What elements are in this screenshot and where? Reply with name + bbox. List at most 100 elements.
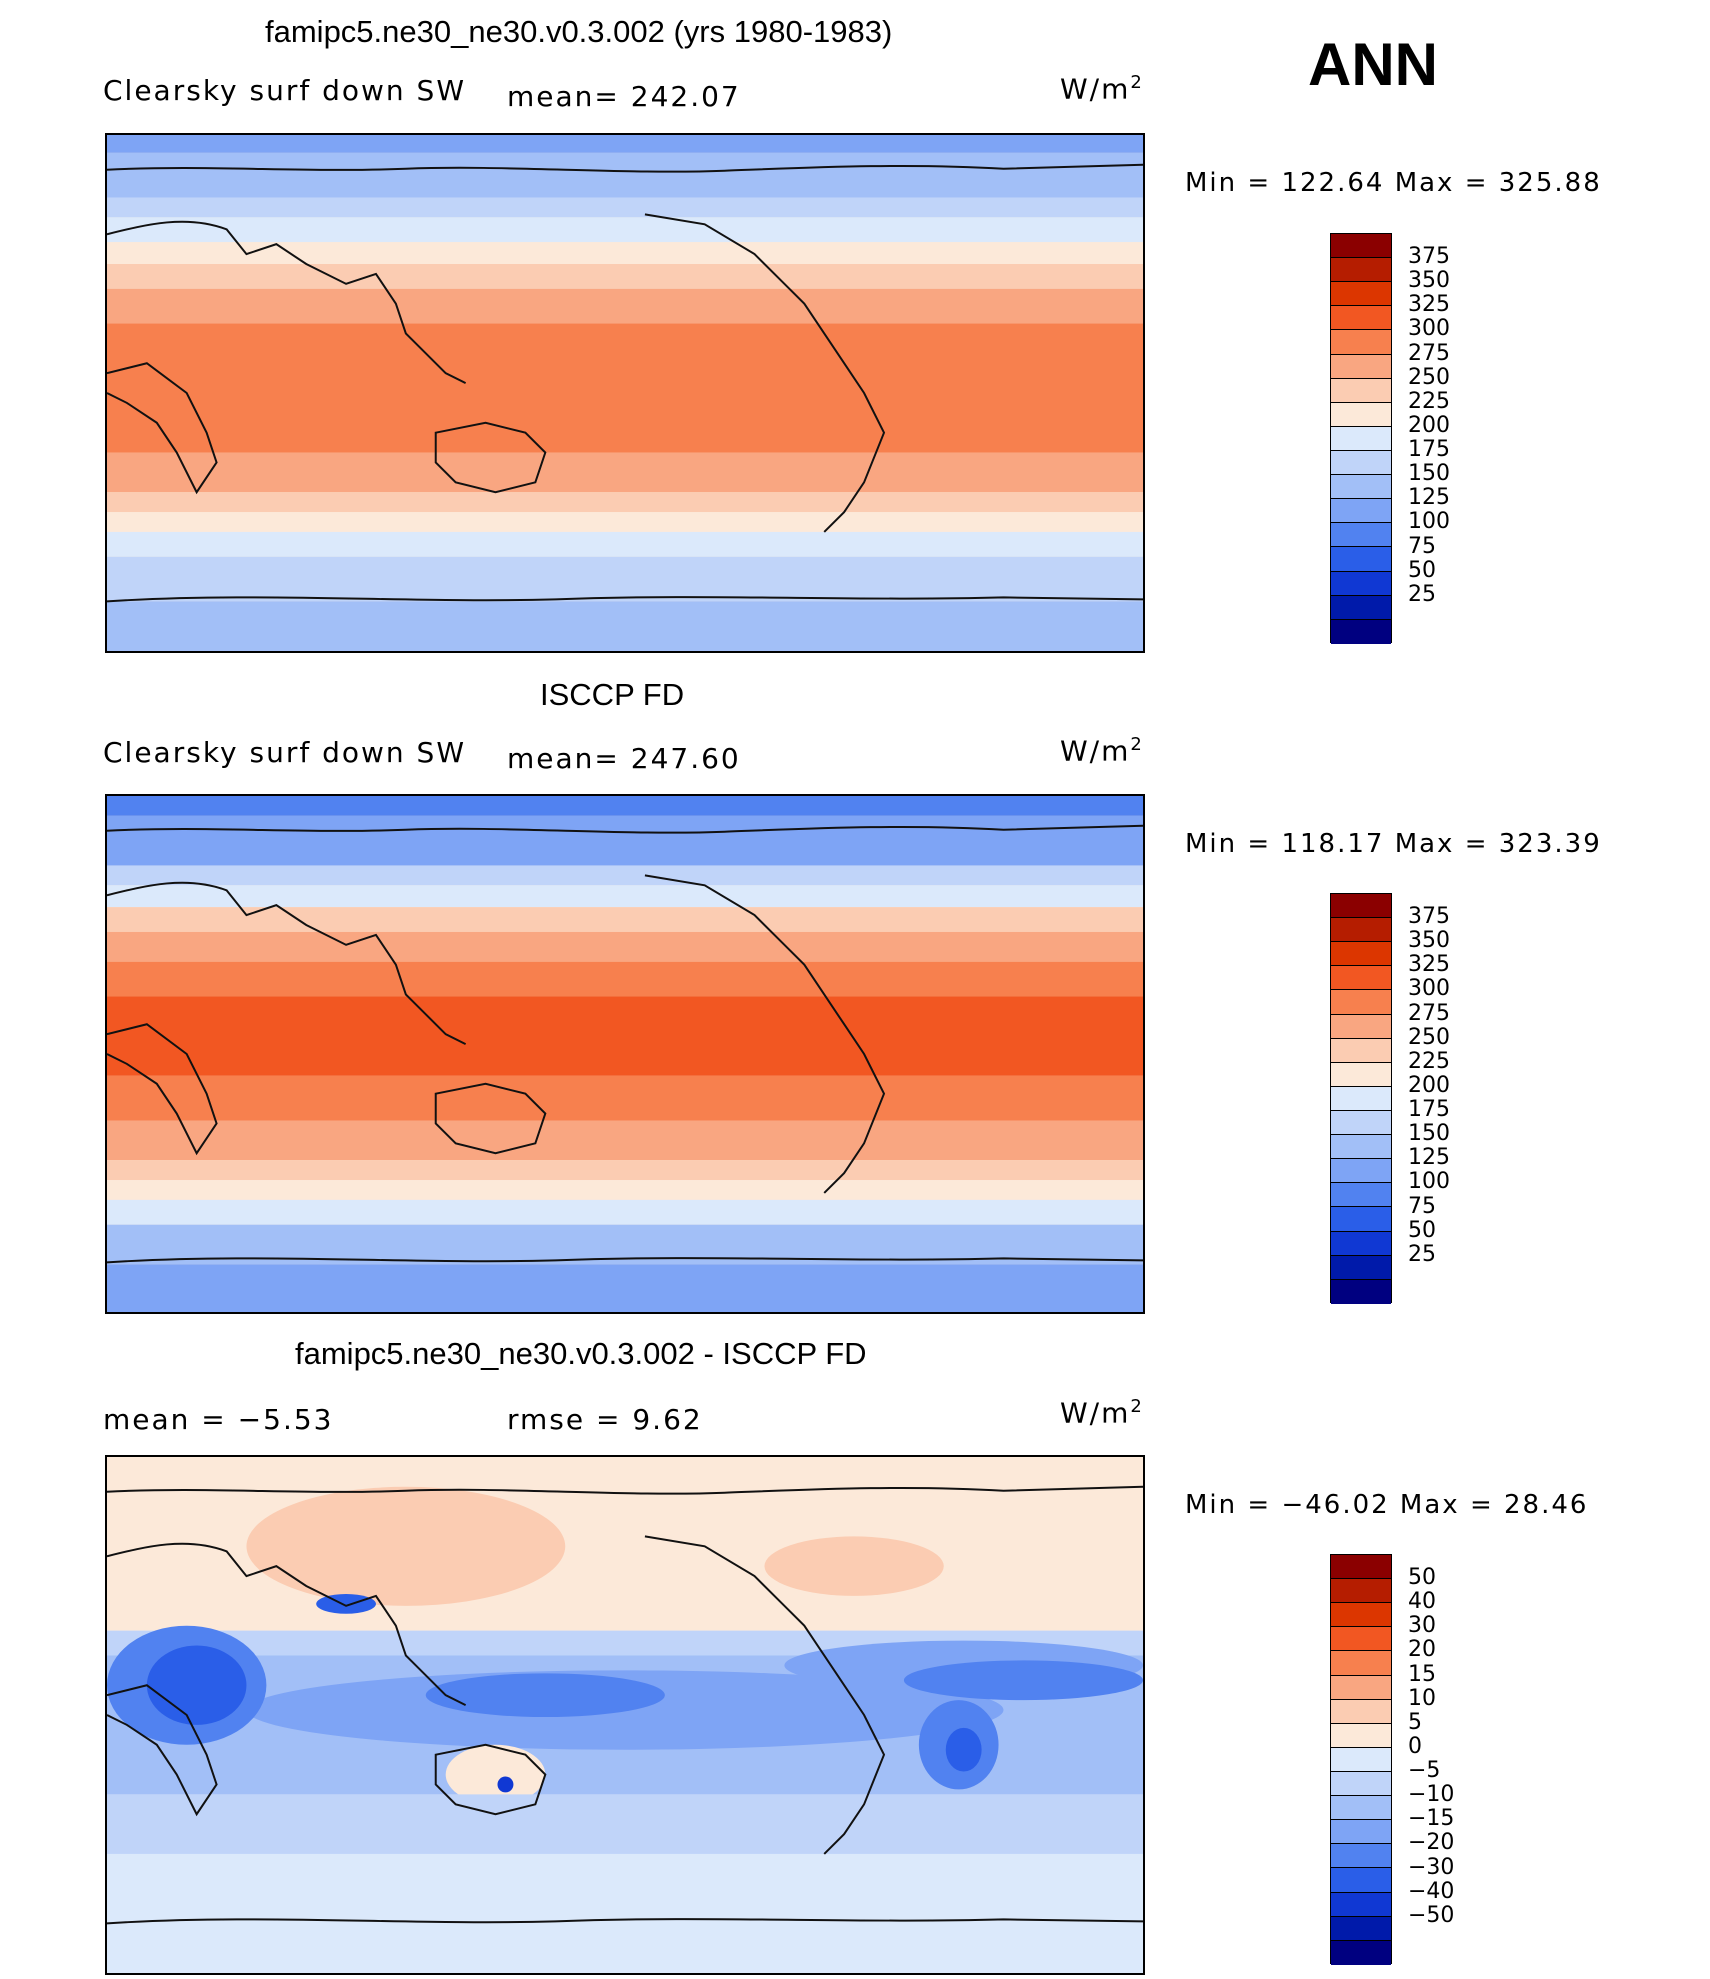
colorbar-tick-label: 125 xyxy=(1408,485,1450,511)
panel3-units: W/m2 xyxy=(1060,1396,1144,1430)
colorbar-swatch xyxy=(1331,1892,1391,1917)
colorbar-swatch xyxy=(1331,1279,1391,1304)
colorbar-swatch xyxy=(1331,1651,1391,1676)
colorbar-tick-label: 375 xyxy=(1408,244,1450,270)
colorbar-tick-label: −30 xyxy=(1408,1854,1455,1880)
colorbar-swatch xyxy=(1331,234,1391,259)
colorbar-swatch xyxy=(1331,1940,1391,1965)
colorbar-swatch xyxy=(1331,942,1391,967)
panel3-rmse: rmse = 9.62 xyxy=(507,1403,703,1436)
colorbar-tick-label: 100 xyxy=(1408,1169,1450,1195)
panel3-minmax: Min = −46.02 Max = 28.46 xyxy=(1185,1490,1589,1520)
colorbar-swatch xyxy=(1331,1062,1391,1087)
colorbar-tick-label: 300 xyxy=(1408,976,1450,1002)
colorbar-swatch xyxy=(1331,1747,1391,1772)
colorbar-swatch xyxy=(1331,571,1391,596)
colorbar-swatch xyxy=(1331,1231,1391,1256)
colorbar-tick-label: 75 xyxy=(1408,533,1436,559)
colorbar-tick-label: 150 xyxy=(1408,1121,1450,1147)
colorbar-tick-label: 10 xyxy=(1408,1685,1436,1711)
panel3-map xyxy=(105,1455,1145,1975)
colorbar-tick-label: 30 xyxy=(1408,1613,1436,1639)
colorbar-swatch xyxy=(1331,1820,1391,1845)
panel1-colorbar xyxy=(1330,233,1392,644)
colorbar-tick-label: 275 xyxy=(1408,340,1450,366)
colorbar-tick-label: 175 xyxy=(1408,1097,1450,1123)
colorbar-tick-label: 5 xyxy=(1408,1709,1422,1735)
colorbar-tick-label: 175 xyxy=(1408,437,1450,463)
colorbar-tick-label: 40 xyxy=(1408,1589,1436,1615)
colorbar-swatch xyxy=(1331,1627,1391,1652)
panel2-minmax: Min = 118.17 Max = 323.39 xyxy=(1185,829,1602,859)
colorbar-swatch xyxy=(1331,547,1391,572)
panel1-units: W/m2 xyxy=(1060,72,1144,106)
colorbar-tick-label: 375 xyxy=(1408,904,1450,930)
colorbar-swatch xyxy=(1331,258,1391,283)
colorbar-tick-label: 75 xyxy=(1408,1193,1436,1219)
colorbar-tick-label: 325 xyxy=(1408,292,1450,318)
panel2-units: W/m2 xyxy=(1060,734,1144,768)
colorbar-tick-label: 50 xyxy=(1408,557,1436,583)
colorbar-tick-label: 125 xyxy=(1408,1145,1450,1171)
colorbar-tick-label: 350 xyxy=(1408,928,1450,954)
colorbar-tick-label: 150 xyxy=(1408,461,1450,487)
colorbar-swatch xyxy=(1331,894,1391,919)
colorbar-tick-label: 15 xyxy=(1408,1661,1436,1687)
colorbar-swatch xyxy=(1331,523,1391,548)
panel2-mean: mean= 247.60 xyxy=(507,742,741,775)
colorbar-tick-label: 225 xyxy=(1408,388,1450,414)
colorbar-tick-label: 200 xyxy=(1408,412,1450,438)
colorbar-tick-label: −15 xyxy=(1408,1806,1455,1832)
colorbar-swatch xyxy=(1331,282,1391,307)
colorbar-swatch xyxy=(1331,1207,1391,1232)
colorbar-tick-label: 325 xyxy=(1408,952,1450,978)
colorbar-tick-label: 25 xyxy=(1408,1241,1436,1267)
colorbar-swatch xyxy=(1331,1868,1391,1893)
panel1-title: famipc5.ne30_ne30.v0.3.002 (yrs 1980-198… xyxy=(265,14,893,49)
colorbar-swatch xyxy=(1331,426,1391,451)
colorbar-tick-label: 20 xyxy=(1408,1637,1436,1663)
colorbar-swatch xyxy=(1331,402,1391,427)
colorbar-swatch xyxy=(1331,1796,1391,1821)
colorbar-swatch xyxy=(1331,1699,1391,1724)
colorbar-swatch xyxy=(1331,354,1391,379)
colorbar-tick-label: 50 xyxy=(1408,1565,1436,1591)
panel1-variable: Clearsky surf down SW xyxy=(103,74,467,107)
panel1-map-field xyxy=(107,135,1143,651)
panel3-colorbar xyxy=(1330,1554,1392,1965)
colorbar-tick-label: 100 xyxy=(1408,509,1450,535)
colorbar-swatch xyxy=(1331,1135,1391,1160)
panel1-mean: mean= 242.07 xyxy=(507,80,741,113)
colorbar-swatch xyxy=(1331,595,1391,620)
colorbar-tick-label: −10 xyxy=(1408,1782,1455,1808)
colorbar-swatch xyxy=(1331,990,1391,1015)
colorbar-swatch xyxy=(1331,1159,1391,1184)
panel1-minmax: Min = 122.64 Max = 325.88 xyxy=(1185,168,1602,198)
colorbar-tick-label: −20 xyxy=(1408,1830,1455,1856)
colorbar-swatch xyxy=(1331,475,1391,500)
colorbar-swatch xyxy=(1331,1255,1391,1280)
panel2-variable: Clearsky surf down SW xyxy=(103,736,467,769)
colorbar-swatch xyxy=(1331,306,1391,331)
colorbar-swatch xyxy=(1331,450,1391,476)
colorbar-tick-label: 350 xyxy=(1408,268,1450,294)
panel3-mean: mean = −5.53 xyxy=(103,1403,334,1436)
colorbar-swatch xyxy=(1331,1110,1391,1136)
panel2-title: ISCCP FD xyxy=(540,677,685,712)
colorbar-swatch xyxy=(1331,330,1391,355)
colorbar-swatch xyxy=(1331,1916,1391,1941)
colorbar-swatch xyxy=(1331,1555,1391,1580)
colorbar-swatch xyxy=(1331,1038,1391,1063)
colorbar-tick-label: 200 xyxy=(1408,1072,1450,1098)
colorbar-tick-label: −40 xyxy=(1408,1878,1455,1904)
season-label: ANN xyxy=(1308,31,1438,98)
panel1-map xyxy=(105,133,1145,653)
colorbar-tick-label: 250 xyxy=(1408,1024,1450,1050)
colorbar-swatch xyxy=(1331,1086,1391,1111)
colorbar-tick-label: −50 xyxy=(1408,1902,1455,1928)
colorbar-swatch xyxy=(1331,1844,1391,1869)
colorbar-tick-label: 225 xyxy=(1408,1048,1450,1074)
colorbar-swatch xyxy=(1331,619,1391,644)
colorbar-swatch xyxy=(1331,918,1391,943)
colorbar-swatch xyxy=(1331,1579,1391,1604)
